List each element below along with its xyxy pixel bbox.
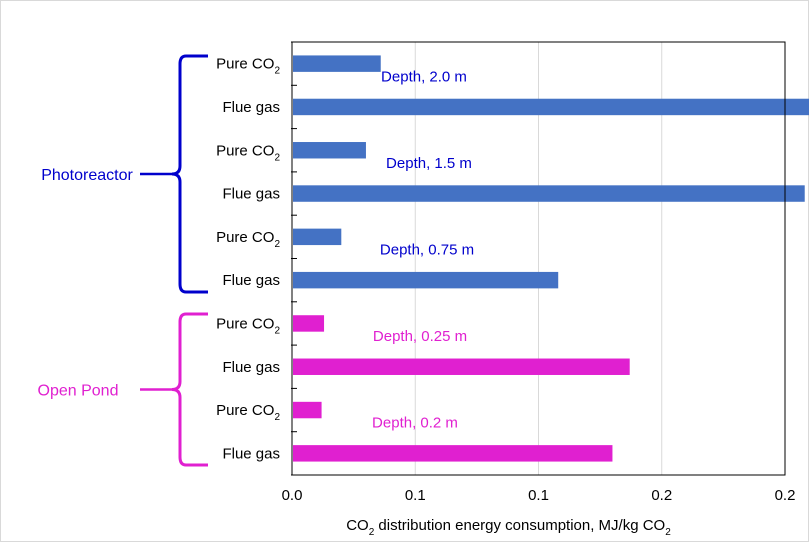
- category-label: Flue gas: [222, 445, 280, 462]
- x-tick-labels: 0.0 0.1 0.1 0.2 0.2: [282, 487, 796, 504]
- depth-annotation: Depth, 0.2 m: [372, 415, 458, 432]
- depth-annotation: Depth, 0.25 m: [373, 328, 467, 345]
- group-label: Open Pond: [38, 383, 119, 400]
- category-label: Pure CO2: [216, 315, 280, 336]
- bar: [293, 271, 559, 289]
- depth-annotations: Depth, 2.0 m Depth, 1.5 m Depth, 0.75 m Dep…: [372, 68, 474, 431]
- category-label: Flue gas: [222, 186, 280, 203]
- x-tick-label: 0.0: [282, 487, 303, 504]
- bar: [293, 185, 805, 202]
- bars: [293, 55, 809, 462]
- bar: [293, 228, 342, 246]
- category-label: Pure CO2: [216, 56, 280, 77]
- bar: [293, 315, 325, 332]
- depth-annotation: Depth, 0.75 m: [380, 242, 474, 259]
- bar: [293, 55, 381, 72]
- category-label: Pure CO2: [216, 402, 280, 423]
- bar: [293, 445, 613, 462]
- bar: [293, 401, 322, 419]
- category-label: Flue gas: [222, 359, 280, 376]
- depth-annotation: Depth, 1.5 m: [386, 155, 472, 172]
- group-brackets: Photoreactor Open Pond: [38, 54, 208, 467]
- depth-annotation: Depth, 2.0 m: [381, 68, 467, 85]
- x-tick-label: 0.2: [651, 487, 672, 504]
- category-label: Flue gas: [222, 272, 280, 289]
- y-ticks: [291, 41, 297, 476]
- x-tick-label: 0.1: [528, 487, 549, 504]
- x-axis-title: CO2 distribution energy consumption, MJ/…: [346, 517, 671, 538]
- bar: [293, 358, 630, 375]
- bar: [293, 98, 809, 116]
- category-label: Flue gas: [222, 99, 280, 116]
- group-label: Photoreactor: [41, 167, 133, 184]
- x-tick-label: 0.2: [775, 487, 796, 504]
- category-label: Pure CO2: [216, 142, 280, 163]
- bar: [293, 142, 366, 159]
- x-tick-label: 0.1: [405, 487, 426, 504]
- category-labels: Pure CO2 Flue gas Pure CO2 Flue gas Pure CO2…: [216, 56, 280, 463]
- category-label: Pure CO2: [216, 229, 280, 250]
